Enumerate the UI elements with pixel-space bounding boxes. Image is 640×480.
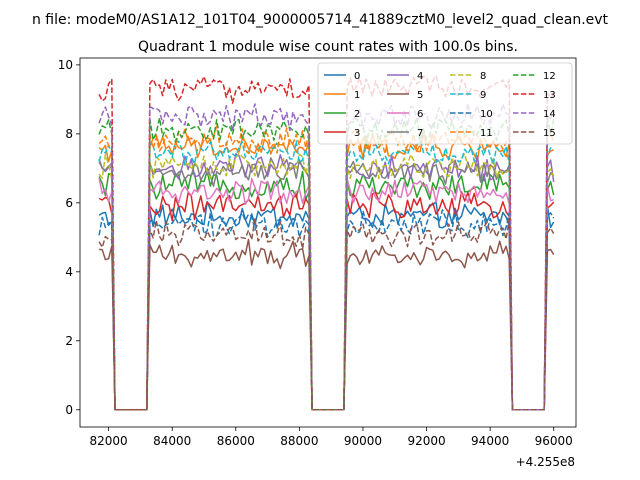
legend-label-7: 7 xyxy=(417,128,423,139)
legend-label-6: 6 xyxy=(417,109,423,120)
legend-label-13: 13 xyxy=(543,90,556,101)
legend-label-1: 1 xyxy=(354,90,360,101)
legend-label-15: 15 xyxy=(543,128,556,139)
y-tick-label: 8 xyxy=(65,127,73,141)
legend-label-12: 12 xyxy=(543,71,556,82)
y-tick-label: 4 xyxy=(65,265,73,279)
legend-label-0: 0 xyxy=(354,71,360,82)
y-tick-label: 2 xyxy=(65,334,73,348)
chart-title: Quadrant 1 module wise count rates with … xyxy=(138,39,518,55)
x-tick-label: 84000 xyxy=(153,434,191,448)
y-tick-label: 6 xyxy=(65,196,73,210)
x-tick-label: 86000 xyxy=(217,434,255,448)
legend-label-8: 8 xyxy=(480,71,486,82)
x-tick-label: 92000 xyxy=(407,434,445,448)
x-tick-label: 90000 xyxy=(344,434,382,448)
legend-label-4: 4 xyxy=(417,71,423,82)
legend-label-2: 2 xyxy=(354,109,360,120)
series-line-10 xyxy=(98,209,555,411)
legend-label-3: 3 xyxy=(354,128,360,139)
legend-label-9: 9 xyxy=(480,90,486,101)
legend-label-5: 5 xyxy=(417,90,423,101)
y-axis: 0 2 4 6 8 10 xyxy=(58,58,80,417)
x-tick-label: 96000 xyxy=(535,434,573,448)
series-line-8 xyxy=(98,152,555,411)
x-axis: 82000 84000 86000 88000 90000 92000 94000 96000 xyxy=(90,427,573,448)
x-tick-label: 88000 xyxy=(280,434,318,448)
y-tick-label: 10 xyxy=(58,58,73,72)
x-tick-label: 94000 xyxy=(471,434,509,448)
figure-suptitle: n file: modeM0/AS1A12_101T04_9000005714_… xyxy=(32,12,609,28)
series-line-15 xyxy=(98,218,555,411)
legend-label-14: 14 xyxy=(543,109,556,120)
y-tick-label: 0 xyxy=(65,403,73,417)
x-tick-label: 82000 xyxy=(90,434,128,448)
plot-frame xyxy=(79,57,577,428)
legend-box xyxy=(317,62,573,145)
x-offset-label: +4.255e8 xyxy=(516,455,575,469)
legend-label-10: 10 xyxy=(480,109,493,120)
legend-label-11: 11 xyxy=(480,128,493,139)
